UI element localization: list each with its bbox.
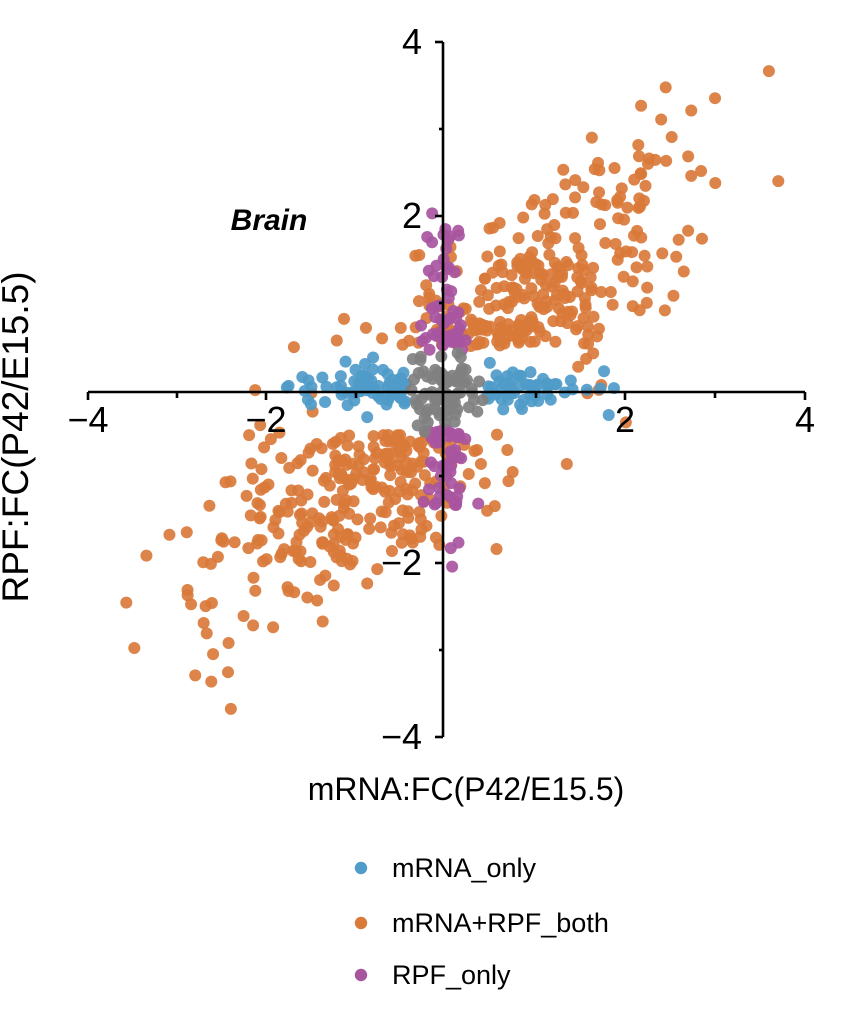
svg-text:RPF:FC(P42/E15.5): RPF:FC(P42/E15.5) xyxy=(0,271,36,602)
svg-text:−4: −4 xyxy=(381,716,422,757)
svg-text:2: 2 xyxy=(615,399,635,440)
svg-text:−2: −2 xyxy=(381,542,422,583)
svg-text:4: 4 xyxy=(795,399,815,440)
svg-text:mRNA+RPF_both: mRNA+RPF_both xyxy=(392,908,609,938)
svg-text:RPF_only: RPF_only xyxy=(392,960,511,990)
svg-text:mRNA:FC(P42/E15.5): mRNA:FC(P42/E15.5) xyxy=(308,771,625,807)
svg-text:−4: −4 xyxy=(67,399,108,440)
svg-text:−2: −2 xyxy=(245,399,286,440)
svg-text:2: 2 xyxy=(402,195,422,236)
svg-text:Brain: Brain xyxy=(231,204,308,237)
svg-text:4: 4 xyxy=(402,21,422,62)
svg-text:mRNA_only: mRNA_only xyxy=(392,853,537,883)
